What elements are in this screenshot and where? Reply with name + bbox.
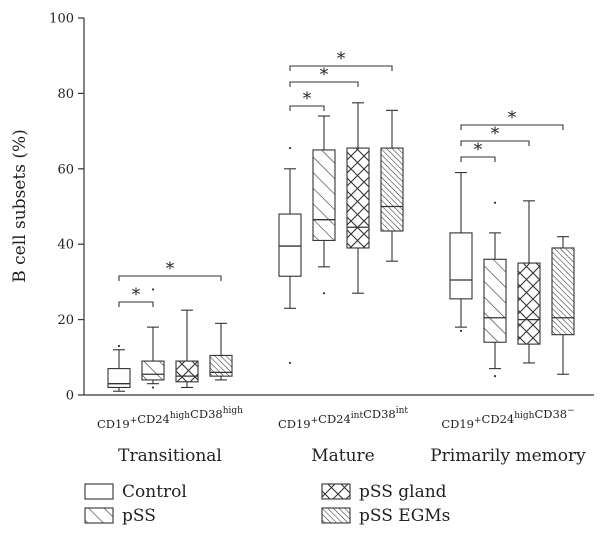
box-pss-gland — [517, 262, 541, 345]
significance-star: * — [491, 124, 500, 144]
significance-star: * — [508, 108, 517, 128]
x-axis-labels: CD19+CD24highCD38high Transitional CD19+CD… — [97, 406, 586, 466]
box-pss-egms — [551, 247, 575, 336]
x-group-label: Primarily memory — [430, 446, 586, 466]
legend-label: Control — [122, 482, 187, 502]
box-pss-gland — [346, 147, 370, 249]
significance-star: * — [132, 285, 141, 305]
y-axis-ticks: 0 20 40 60 80 100 — [49, 12, 84, 404]
outlier-point — [117, 344, 121, 348]
box-pss — [483, 258, 507, 343]
y-tick-label: 0 — [66, 389, 74, 404]
y-axis-title: B cell subsets (%) — [10, 129, 30, 282]
outlier-point — [151, 386, 155, 389]
x-category-marker-label: CD19+CD24intCD38int — [278, 406, 408, 431]
legend-item: pSS — [84, 506, 156, 526]
x-category-marker-label: CD19+CD24highCD38high — [97, 406, 243, 431]
significance-brackets: * * * * * * * * — [118, 49, 564, 307]
y-tick-label: 100 — [49, 12, 74, 27]
x-category-marker-label: CD19+CD24highCD38− — [441, 406, 574, 431]
significance-bracket — [460, 124, 564, 130]
box-control — [278, 213, 302, 277]
legend-item: pSS gland — [321, 482, 447, 502]
legend-swatch — [321, 507, 351, 524]
outlier-point — [151, 288, 155, 291]
legend: Control pSS pSS gland pSS EGMs — [84, 482, 450, 526]
significance-bracket — [289, 105, 325, 111]
significance-bracket — [118, 301, 154, 307]
box-control — [449, 232, 473, 300]
outlier-point — [288, 361, 292, 365]
legend-item: pSS EGMs — [321, 506, 450, 526]
x-group-label: Mature — [311, 446, 375, 466]
outlier-point — [322, 292, 326, 295]
box-pss — [312, 149, 336, 241]
box-pss-egms — [380, 147, 404, 232]
significance-star: * — [320, 65, 329, 85]
significance-star: * — [166, 259, 175, 279]
y-tick-label: 60 — [57, 162, 74, 177]
box-pss-gland — [175, 360, 199, 383]
legend-swatch — [84, 483, 114, 500]
x-group-label: Transitional — [118, 446, 222, 466]
legend-label: pSS — [122, 506, 156, 526]
y-tick-label: 80 — [57, 87, 74, 102]
box-series — [107, 102, 575, 392]
legend-item: Control — [84, 482, 187, 502]
outlier-point — [288, 146, 292, 150]
box-group — [107, 288, 233, 392]
box-control — [107, 368, 131, 389]
legend-swatch — [84, 507, 114, 524]
box-pss-egms — [209, 354, 233, 377]
significance-bracket — [460, 140, 530, 146]
legend-label: pSS EGMs — [359, 506, 450, 526]
y-tick-label: 40 — [57, 238, 74, 253]
box-group — [278, 102, 404, 365]
significance-star: * — [474, 140, 483, 160]
y-tick-label: 20 — [57, 313, 74, 328]
legend-label: pSS gland — [359, 482, 447, 502]
box-group — [449, 172, 575, 378]
outlier-point — [493, 201, 497, 204]
outlier-point — [459, 329, 463, 333]
significance-bracket — [289, 81, 359, 87]
significance-star: * — [337, 49, 346, 69]
significance-bracket — [460, 156, 496, 162]
plot-frame: B cell subsets (%) — [10, 18, 594, 396]
significance-bracket — [289, 65, 393, 71]
significance-star: * — [303, 89, 312, 109]
outlier-point — [493, 375, 497, 378]
significance-bracket — [118, 275, 222, 281]
legend-swatch — [321, 483, 351, 500]
box-pss — [141, 360, 165, 381]
